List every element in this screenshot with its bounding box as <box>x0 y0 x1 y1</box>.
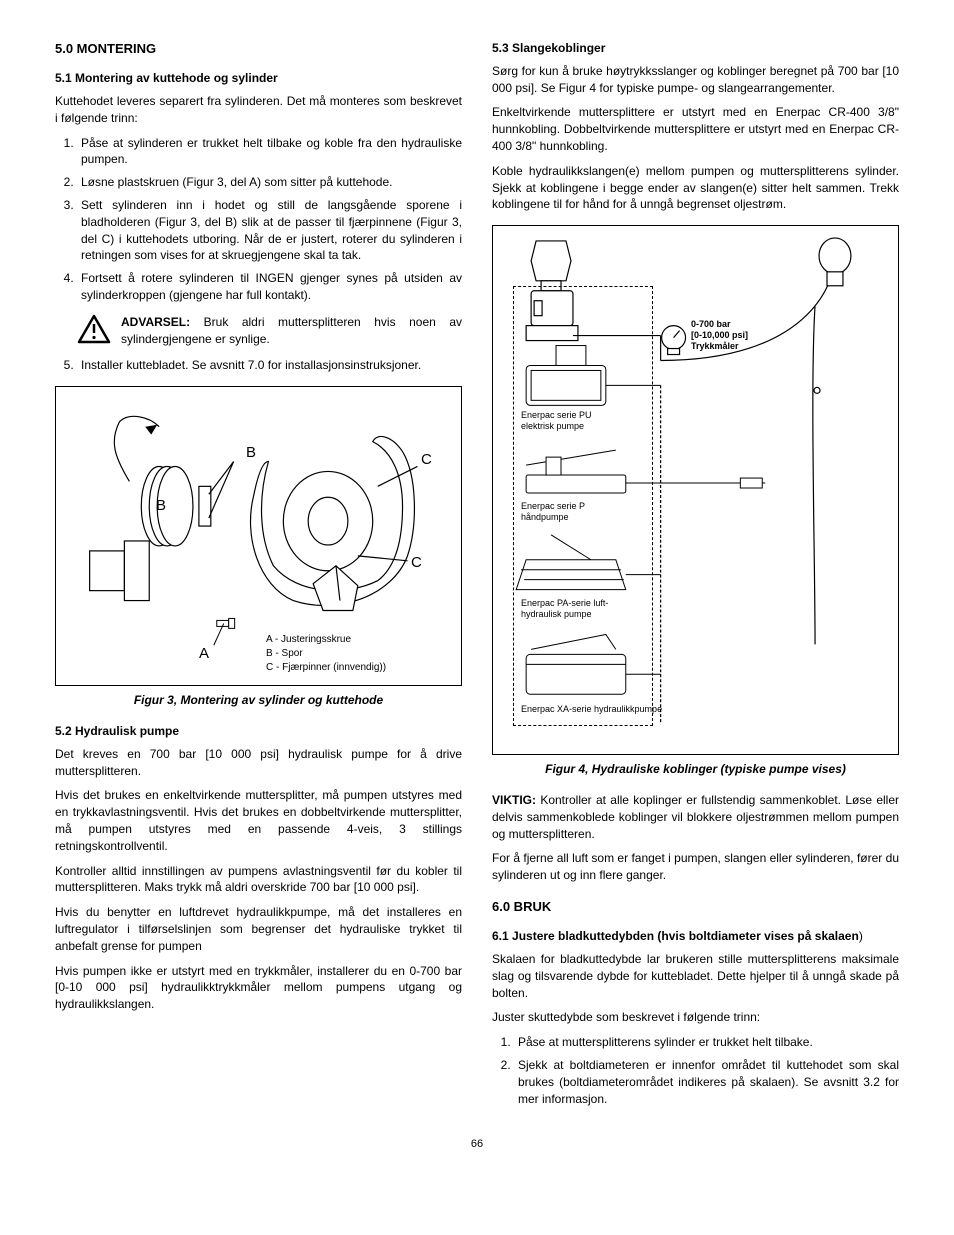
figure-4-box: 0-700 bar [0-10,000 psi] Trykkmåler Ener… <box>492 225 899 755</box>
fig4-gauge-label: 0-700 bar [0-10,000 psi] Trykkmåler <box>691 319 748 351</box>
s61-title-paren: ) <box>859 929 863 943</box>
s53-p2: Enkeltvirkende muttersplittere er utstyr… <box>492 104 899 154</box>
s51-steps-cont: Installer kuttebladet. Se avsnitt 7.0 fo… <box>55 357 462 374</box>
s52-p5: Hvis pumpen ikke er utstyrt med en trykk… <box>55 963 462 1013</box>
section-6-1-title: 6.1 Justere bladkuttedybden (hvis boltdi… <box>492 928 899 945</box>
viktig-para: VIKTIG: Kontroller at alle koplinger er … <box>492 792 899 842</box>
s61-p2: Juster skuttedybde som beskrevet i følge… <box>492 1009 899 1026</box>
s53-p1: Sørg for kun å bruke høytrykksslanger og… <box>492 63 899 97</box>
fig4-gauge-l2: [0-10,000 psi] <box>691 330 748 341</box>
s61-step-1: Påse at muttersplitterens sylinder er tr… <box>514 1034 899 1051</box>
s51-step-2: Løsne plastskruen (Figur 3, del A) som s… <box>77 174 462 191</box>
section-5-1-title: 5.1 Montering av kuttehode og sylinder <box>55 70 462 87</box>
fig3-label-A1: A <box>199 643 209 664</box>
s53-p4: For å fjerne all luft som er fanget i pu… <box>492 850 899 884</box>
fig3-label-B2: B <box>246 442 256 463</box>
figure-3-caption: Figur 3, Montering av sylinder og kutteh… <box>55 692 462 709</box>
fig3-legend: A - Justeringsskrue B - Spor C - Fjærpin… <box>266 633 386 675</box>
fig3-legend-b: B - Spor <box>266 647 386 661</box>
fig4-gauge-l1: 0-700 bar <box>691 319 748 330</box>
warning-row: ADVARSEL: Bruk aldri muttersplitteren hv… <box>77 314 462 348</box>
s51-step-4: Fortsett å rotere sylinderen til INGEN g… <box>77 270 462 304</box>
s52-p3: Kontroller alltid innstillingen av pumpe… <box>55 863 462 897</box>
fig3-legend-a: A - Justeringsskrue <box>266 633 386 647</box>
s51-step-1: Påse at sylinderen er trukket helt tilba… <box>77 135 462 169</box>
fig4-pump3-label: Enerpac PA-serie luft- hydraulisk pumpe <box>521 598 608 620</box>
viktig-label: VIKTIG: <box>492 793 536 807</box>
page-number: 66 <box>55 1137 899 1152</box>
fig3-label-C2: C <box>411 552 422 573</box>
warning-label: ADVARSEL: <box>121 315 190 329</box>
fig4-gauge-l3: Trykkmåler <box>691 341 748 352</box>
s51-step-5: Installer kuttebladet. Se avsnitt 7.0 fo… <box>77 357 462 374</box>
fig4-pump1-label: Enerpac serie PU elektrisk pumpe <box>521 410 592 432</box>
section-5-3-title: 5.3 Slangekoblinger <box>492 40 899 57</box>
s51-steps: Påse at sylinderen er trukket helt tilba… <box>55 135 462 304</box>
section-5-2-title: 5.2 Hydraulisk pumpe <box>55 723 462 740</box>
figure-3-box: B B C C A A - Justeringsskrue B - Spor C… <box>55 386 462 686</box>
warning-text: ADVARSEL: Bruk aldri muttersplitteren hv… <box>121 314 462 348</box>
viktig-text: Kontroller at alle koplinger er fullsten… <box>492 793 899 841</box>
s52-p4: Hvis du benytter en luftdrevet hydraulik… <box>55 904 462 954</box>
s61-steps: Påse at muttersplitterens sylinder er tr… <box>492 1034 899 1107</box>
fig4-pump2-label: Enerpac serie P håndpumpe <box>521 501 585 523</box>
fig3-label-B1: B <box>156 495 166 516</box>
figure-4-caption: Figur 4, Hydrauliske koblinger (typiske … <box>492 761 899 778</box>
fig3-label-C1: C <box>421 449 432 470</box>
figure-3-svg <box>56 387 461 685</box>
section-5-0-title: 5.0 MONTERING <box>55 40 462 58</box>
s61-step-2: Sjekk at boltdiameteren er innenfor områ… <box>514 1057 899 1107</box>
fig3-legend-c: C - Fjærpinner (innvendig)) <box>266 661 386 675</box>
s53-p3: Koble hydraulikkslangen(e) mellom pumpen… <box>492 163 899 213</box>
s51-step-3: Sett sylinderen inn i hodet og still de … <box>77 197 462 264</box>
s52-p2: Hvis det brukes en enkeltvirkende mutter… <box>55 787 462 854</box>
s61-title-text: 6.1 Justere bladkuttedybden (hvis boltdi… <box>492 929 859 943</box>
s51-intro: Kuttehodet leveres separert fra sylinder… <box>55 93 462 127</box>
warning-icon <box>77 314 111 344</box>
fig4-pump4-label: Enerpac XA-serie hydraulikkpumpe <box>521 704 662 715</box>
section-6-0-title: 6.0 BRUK <box>492 898 899 916</box>
s52-p1: Det kreves en 700 bar [10 000 psi] hydra… <box>55 746 462 780</box>
s61-p1: Skalaen for bladkuttedybde lar brukeren … <box>492 951 899 1001</box>
